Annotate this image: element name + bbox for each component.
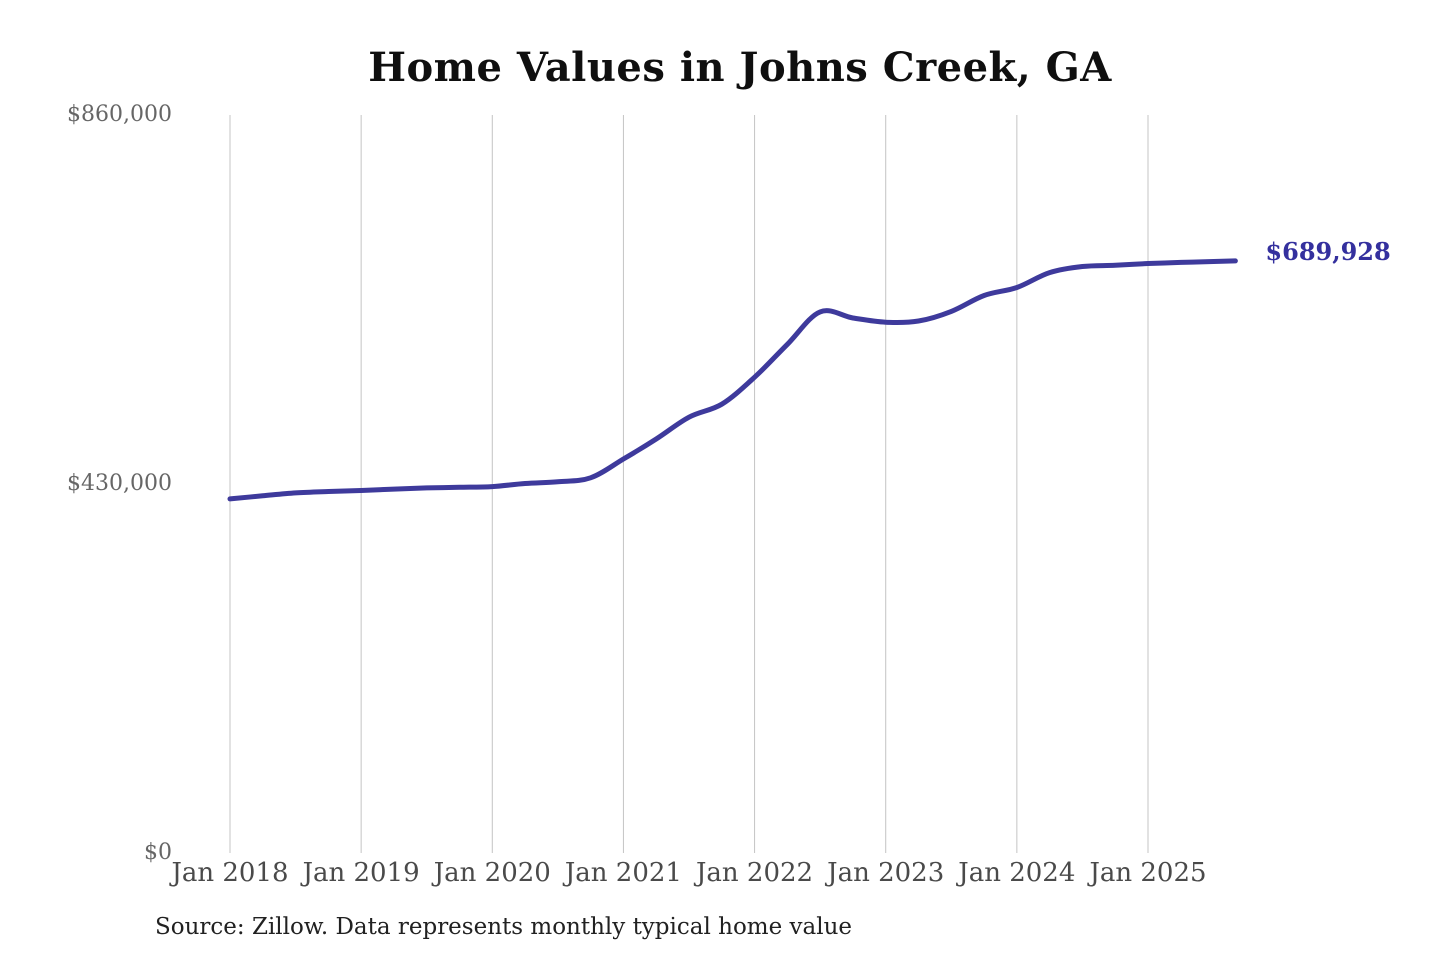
source-note: Source: Zillow. Data represents monthly … bbox=[155, 914, 853, 940]
y-axis-label: $0 bbox=[144, 840, 172, 865]
current-value-label: $689,928 bbox=[1265, 236, 1391, 266]
x-axis-label: Jan 2025 bbox=[1089, 858, 1207, 888]
x-axis-label: Jan 2021 bbox=[564, 858, 682, 888]
x-axis-label: Jan 2018 bbox=[171, 858, 289, 888]
home-value-line bbox=[227, 258, 1238, 502]
y-axis-label: $860,000 bbox=[67, 102, 172, 127]
x-axis-label: Jan 2020 bbox=[433, 858, 551, 888]
x-axis-label: Jan 2024 bbox=[958, 858, 1076, 888]
y-axis-label: $430,000 bbox=[67, 471, 172, 496]
x-axis-label: Jan 2023 bbox=[827, 858, 945, 888]
chart-title: Home Values in Johns Creek, GA bbox=[368, 44, 1112, 91]
x-axis-label: Jan 2019 bbox=[302, 858, 420, 888]
x-axis-label: Jan 2022 bbox=[696, 858, 814, 888]
